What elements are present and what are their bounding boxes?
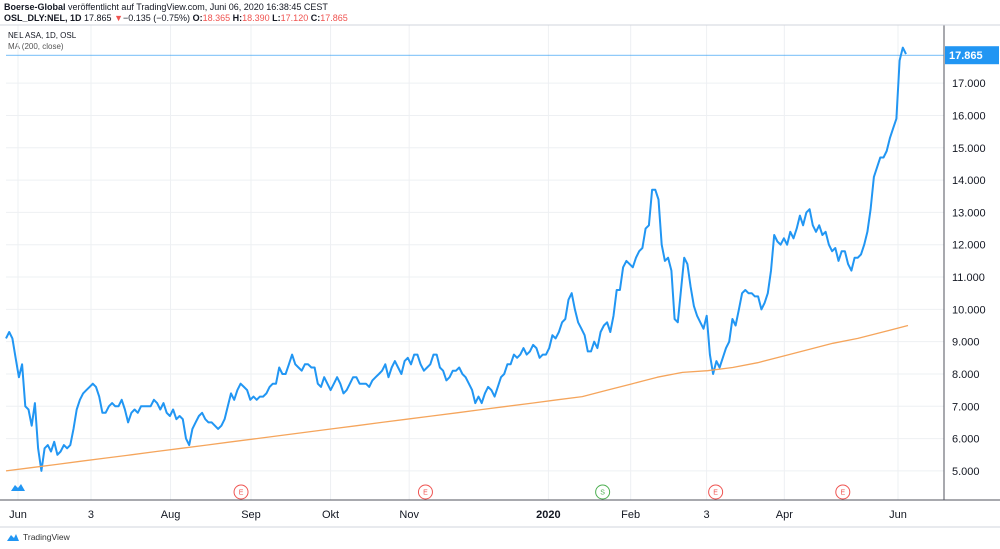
ma-line — [5, 324, 909, 472]
event-label: S — [600, 490, 605, 497]
event-label: E — [239, 490, 244, 497]
event-marker[interactable]: E — [835, 484, 851, 500]
event-circle — [417, 484, 433, 500]
event-label: E — [713, 490, 718, 497]
high-value: 18.390 — [242, 13, 270, 23]
chart-header: Boerse-Global veröffentlicht auf Trading… — [4, 2, 348, 24]
x-tick-label: Aug — [161, 509, 181, 521]
event-marker[interactable]: E — [233, 484, 249, 500]
y-tick-label: 5.000 — [952, 466, 980, 478]
x-tick-label: 3 — [88, 509, 94, 521]
event-label: E — [423, 490, 428, 497]
price-label-bg — [945, 46, 999, 65]
series-lines — [5, 46, 944, 472]
low-label: L: — [272, 13, 281, 23]
x-tick-label: 3 — [704, 509, 710, 521]
y-tick-label: 10.000 — [952, 304, 986, 316]
publish-line: Boerse-Global veröffentlicht auf Trading… — [4, 2, 348, 13]
y-tick-label: 8.000 — [952, 369, 980, 381]
event-marker[interactable]: S — [595, 484, 611, 500]
event-circle — [595, 484, 611, 500]
price-line — [5, 46, 907, 472]
event-circle — [708, 484, 724, 500]
open-label: O: — [192, 13, 203, 23]
y-tick-label: 17.000 — [952, 78, 986, 90]
open-value: 18.365 — [202, 13, 231, 23]
y-axis-labels: 5.000 6.000 7.000 8.000 9.000 10.000 11.000 12.… — [952, 78, 986, 478]
x-tick-label: Jun — [9, 509, 27, 521]
y-tick-label: 15.000 — [952, 143, 986, 155]
x-axis-labels: Jun 3 Aug Sep Okt Nov 2020 Feb 3 Apr Jun — [9, 509, 907, 521]
publish-info: veröffentlicht auf TradingView.com, Juni… — [65, 2, 328, 12]
series-legend: NEL ASA, 1D, OSL MA (200, close) — [8, 30, 76, 52]
close-value: 17.865 — [320, 13, 348, 23]
event-marker[interactable]: E — [417, 484, 433, 500]
tradingview-watermark-icon — [11, 484, 25, 491]
price-label-text: 17.865 — [949, 50, 983, 62]
x-tick-label: Okt — [322, 509, 339, 521]
symbol: OSL_DLY:NEL, 1D — [4, 13, 82, 23]
ma-title[interactable]: MA (200, close) — [8, 42, 64, 51]
x-tick-label: Feb — [621, 509, 640, 521]
change-arrow-icon: ▼ — [114, 13, 123, 23]
low-value: 17.120 — [280, 13, 309, 23]
y-tick-label: 14.000 — [952, 175, 986, 187]
y-tick-label: 9.000 — [952, 337, 980, 349]
y-tick-label: 16.000 — [952, 110, 986, 122]
y-tick-label: 12.000 — [952, 240, 986, 252]
x-tick-label: Apr — [776, 509, 793, 521]
tradingview-logo-icon — [7, 534, 19, 541]
event-circle — [835, 484, 851, 500]
y-tick-label: 6.000 — [952, 434, 980, 446]
footer: TradingView — [6, 532, 70, 542]
footer-brand[interactable]: TradingView — [23, 532, 70, 542]
series-title[interactable]: NEL ASA, 1D, OSL — [8, 31, 77, 40]
y-tick-label: 11.000 — [952, 272, 985, 284]
y-tick-label: 7.000 — [952, 401, 980, 413]
axes — [0, 24, 1000, 528]
y-tick-label: 13.000 — [952, 207, 986, 219]
event-marker[interactable]: E — [708, 484, 724, 500]
x-tick-label: 2020 — [536, 509, 560, 521]
grid — [6, 25, 944, 500]
x-tick-label: Nov — [399, 509, 419, 521]
quote-line: OSL_DLY:NEL, 1D 17.865 ▼−0.135 (−0.75%) … — [4, 13, 348, 24]
change: −0.135 (−0.75%) — [123, 13, 191, 23]
x-tick-label: Jun — [889, 509, 907, 521]
event-circle — [233, 484, 249, 500]
author[interactable]: Boerse-Global — [4, 2, 66, 12]
high-label: H: — [232, 13, 243, 23]
last-price: 17.865 — [84, 13, 112, 23]
event-label: E — [840, 490, 845, 497]
last-price-label: 17.865 — [945, 46, 999, 65]
x-tick-label: Sep — [241, 509, 261, 521]
close-label: C: — [310, 13, 321, 23]
